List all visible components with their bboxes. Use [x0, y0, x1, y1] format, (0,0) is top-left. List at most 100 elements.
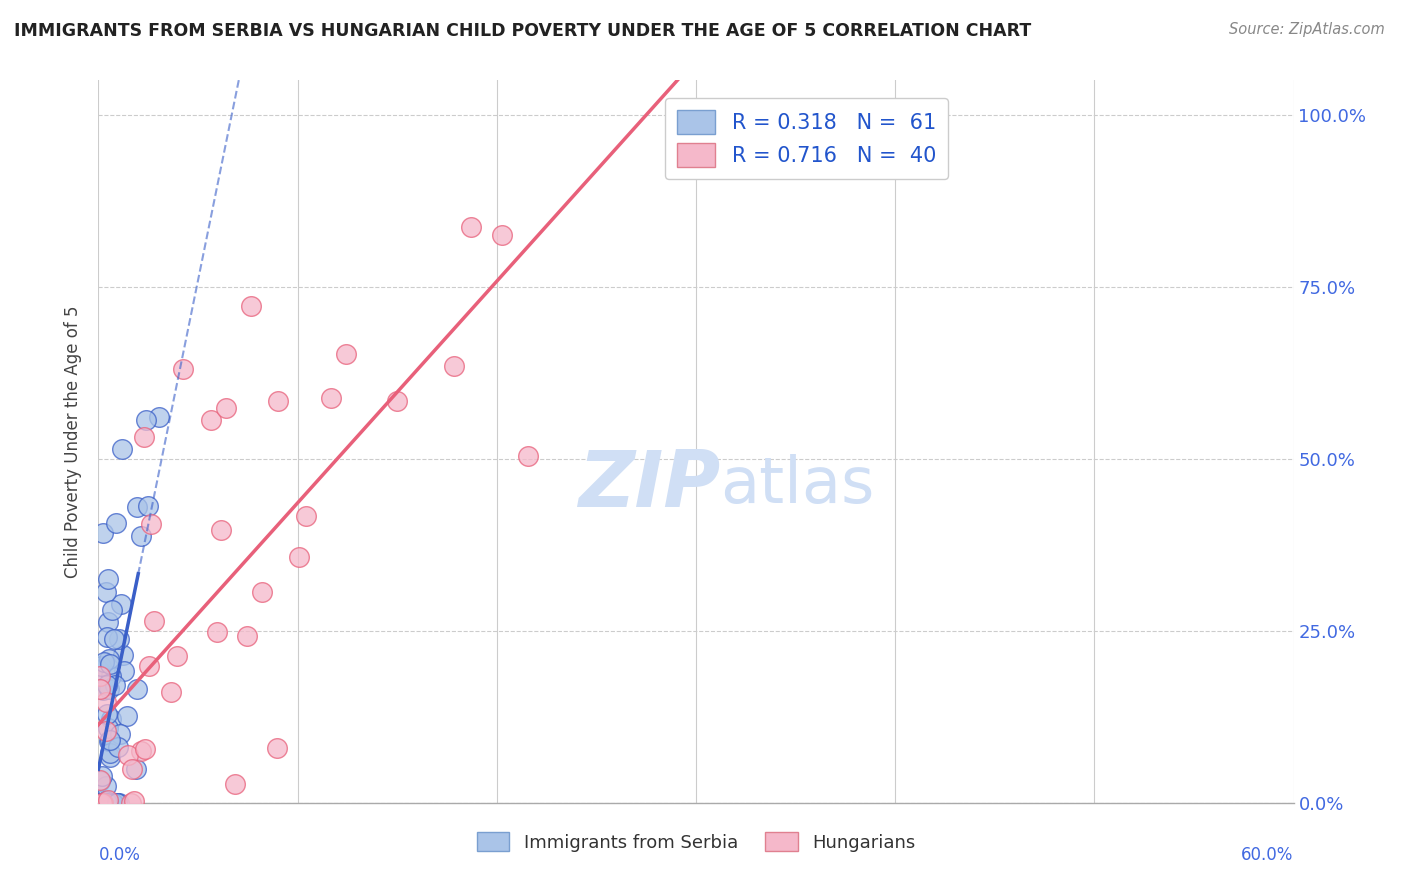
Point [107, 796, 129, 810]
Point [93, 796, 115, 810]
Point [89, 796, 111, 810]
Point [112, 664, 135, 678]
Point [98, 732, 121, 747]
Point [159, 685, 181, 699]
Point [267, 393, 290, 408]
Point [240, 299, 263, 313]
Text: 0.0%: 0.0% [98, 847, 141, 864]
Point [96, 723, 118, 738]
Point [91, 796, 114, 810]
Point [89, 796, 111, 810]
Point [98, 657, 121, 671]
Point [205, 624, 228, 639]
Point [94, 794, 117, 808]
Point [335, 347, 357, 361]
Point [94, 796, 117, 810]
Text: IMMIGRANTS FROM SERBIA VS HUNGARIAN CHILD POVERTY UNDER THE AGE OF 5 CORRELATION: IMMIGRANTS FROM SERBIA VS HUNGARIAN CHIL… [14, 22, 1032, 40]
Point [97, 572, 120, 586]
Point [121, 762, 143, 776]
Point [96, 630, 118, 644]
Text: ZIP: ZIP [578, 447, 720, 523]
Point [94, 780, 117, 794]
Point [252, 585, 274, 599]
Point [100, 669, 122, 683]
Point [266, 740, 288, 755]
Point [89, 669, 111, 683]
Point [87, 796, 110, 810]
Point [125, 500, 148, 514]
Point [209, 523, 232, 537]
Point [319, 391, 342, 405]
Point [141, 517, 163, 532]
Point [96, 678, 118, 692]
Point [103, 632, 125, 647]
Point [98, 746, 121, 760]
Point [138, 659, 160, 673]
Point [93, 796, 115, 810]
Point [108, 796, 131, 810]
Point [100, 712, 122, 726]
Point [517, 449, 540, 463]
Point [93, 526, 115, 541]
Point [93, 656, 115, 670]
Point [117, 747, 139, 762]
Point [166, 648, 188, 663]
Point [89, 773, 111, 788]
Point [136, 499, 159, 513]
Point [91, 796, 114, 810]
Point [96, 796, 118, 810]
Point [215, 401, 238, 416]
Point [91, 683, 114, 698]
Legend: Immigrants from Serbia, Hungarians: Immigrants from Serbia, Hungarians [470, 825, 922, 859]
Point [97, 615, 120, 629]
Point [90, 769, 112, 783]
Point [443, 359, 465, 373]
Point [97, 682, 120, 697]
Point [460, 220, 482, 235]
Point [134, 742, 156, 756]
Point [107, 740, 129, 755]
Point [94, 796, 117, 810]
Point [89, 774, 111, 789]
Point [129, 744, 152, 758]
Point [89, 796, 111, 810]
Point [101, 603, 124, 617]
Point [287, 549, 309, 564]
Point [104, 678, 127, 692]
Point [91, 796, 114, 810]
Text: Source: ZipAtlas.com: Source: ZipAtlas.com [1229, 22, 1385, 37]
Point [97, 793, 120, 807]
Point [111, 442, 134, 456]
Point [87, 663, 110, 677]
Point [98, 651, 121, 665]
Point [111, 648, 134, 662]
Point [97, 721, 120, 735]
Point [385, 393, 408, 408]
Point [125, 762, 148, 776]
Point [97, 796, 120, 810]
Point [295, 508, 318, 523]
Point [105, 796, 128, 810]
Point [129, 529, 152, 543]
Point [110, 597, 132, 611]
Point [94, 695, 117, 709]
Point [135, 413, 157, 427]
Y-axis label: Child Poverty Under the Age of 5: Child Poverty Under the Age of 5 [65, 305, 83, 578]
Point [98, 734, 121, 748]
Point [117, 709, 139, 723]
Point [108, 727, 131, 741]
Point [143, 614, 166, 628]
Point [224, 776, 246, 790]
Point [101, 796, 124, 810]
Point [107, 632, 129, 646]
Point [98, 750, 121, 764]
Text: 60.0%: 60.0% [1241, 847, 1294, 864]
Point [89, 681, 111, 696]
Point [173, 362, 195, 376]
Point [96, 707, 118, 722]
Point [200, 413, 222, 427]
Point [134, 430, 156, 444]
Point [97, 796, 120, 810]
Point [491, 227, 513, 242]
Point [94, 584, 117, 599]
